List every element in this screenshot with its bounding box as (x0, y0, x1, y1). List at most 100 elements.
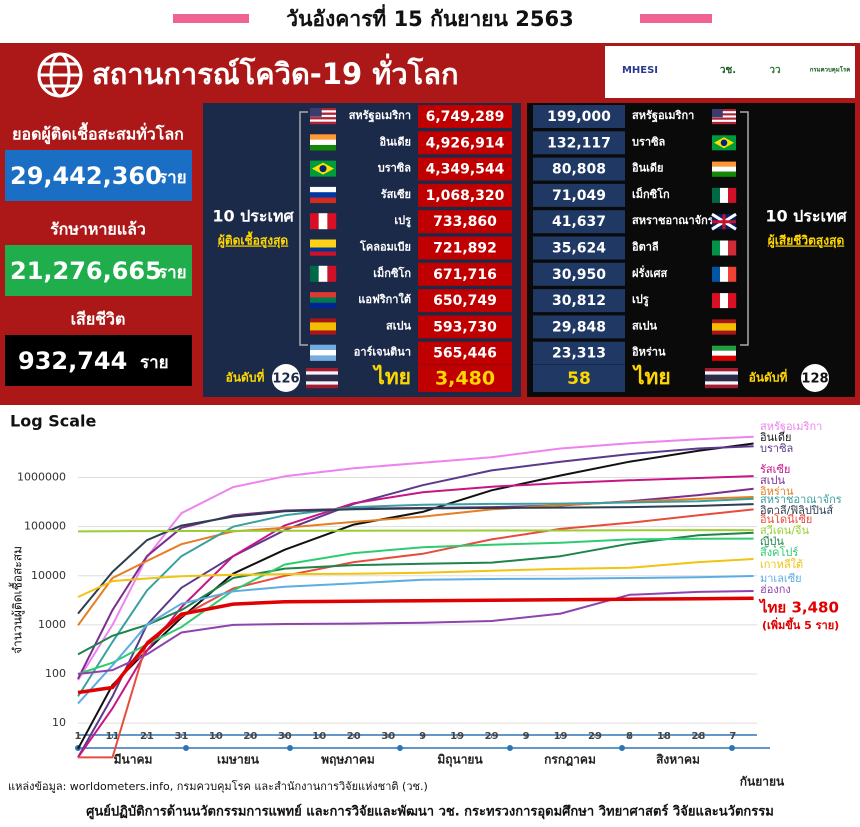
chart-area (0, 405, 860, 800)
thai-name: ไทย (632, 364, 671, 389)
y-tick-label: 10000 (31, 569, 66, 582)
country-name: เม็กซิโก (632, 187, 670, 201)
header-bar (640, 14, 712, 23)
flag (310, 119, 336, 122)
flag (712, 330, 736, 335)
value-box (418, 262, 512, 286)
series-label: สหรัฐอเมริกา (760, 420, 822, 433)
series-line (77, 575, 754, 705)
flag (310, 302, 336, 309)
flag (705, 371, 738, 375)
flag (728, 266, 737, 282)
rank: 128 (801, 372, 828, 387)
y-tick-label: 100000 (24, 520, 66, 533)
flag (319, 165, 327, 173)
x-tick-label: 21 (140, 731, 154, 742)
flag (310, 110, 336, 113)
rank-label: อันดับที่ (226, 369, 265, 385)
flag (310, 292, 336, 298)
series-label: ไทย 3,480 (758, 598, 839, 617)
stat-unit: ราย (158, 168, 187, 188)
flag (310, 192, 336, 198)
flag (720, 187, 729, 203)
flag (712, 161, 736, 167)
stat-value: 932,744 (18, 347, 127, 375)
month-dot (183, 745, 189, 751)
country-name: อิตาลี (632, 241, 659, 254)
value-box (418, 315, 512, 339)
series-label: ญี่ปุ่น (760, 533, 784, 548)
country-name: เปรู (394, 214, 411, 228)
flag (310, 318, 336, 323)
stat-label: ยอดผู้ติดเชื้อสะสมทั่วโลก (12, 122, 184, 146)
x-tick-label: 20 (347, 731, 361, 742)
month-dot (507, 745, 513, 751)
series-label: อิหร่าน (760, 485, 794, 498)
credit: ศูนย์ปฏิบัติการด้านนวัตกรรมการแพทย์ และก… (86, 804, 774, 820)
x-tick-label: 29 (485, 731, 499, 742)
flag (712, 214, 736, 230)
death-value: 29,848 (552, 319, 606, 335)
flag (310, 134, 336, 140)
month-dot (397, 745, 403, 751)
country-name: ฝรั่งเศส (632, 265, 667, 280)
y-tick-label: 10 (52, 716, 66, 729)
flag (310, 117, 336, 120)
series-label: บราซิล (760, 442, 793, 455)
bracket (299, 111, 308, 346)
country-name: สเปน (386, 319, 411, 332)
death-value: 30,950 (552, 267, 606, 283)
table-heading: 10 ประเทศ (765, 207, 847, 226)
globe-icon (37, 52, 83, 98)
death-value: 132,117 (547, 135, 611, 151)
country-name: โคลอมเบีย (359, 240, 411, 254)
x-tick-label: 10 (312, 731, 326, 742)
value-box (533, 289, 625, 313)
death-value: 23,313 (552, 346, 606, 362)
series-label: อิตาลี/ฟิลิปปินส์ (760, 504, 834, 517)
flag (310, 322, 336, 327)
y-axis-label: จำนวนผู้ติดเชื้อสะสม (9, 546, 26, 654)
flag (310, 108, 336, 111)
table-heading: 10 ประเทศ (212, 207, 294, 226)
flag (310, 344, 336, 351)
country-name: รัสเซีย (381, 188, 411, 201)
series-label: อินโดนีเซีย (760, 512, 813, 526)
thai-value: 58 (567, 369, 591, 389)
table-subheading: ผู้ติดเชื้อสูงสุด (218, 231, 289, 249)
x-tick-label: 7 (729, 731, 736, 742)
series-line (77, 590, 754, 675)
country-name: สหราชอาณาจักร (632, 214, 714, 227)
value-box (533, 131, 625, 155)
series-line (77, 503, 754, 615)
flag (728, 187, 737, 203)
flag (310, 243, 336, 248)
source: แหล่งข้อมูล: worldometers.info, กรมควบคุ… (8, 779, 428, 793)
country-name: อิหร่าน (632, 346, 666, 359)
flag (712, 323, 736, 328)
flag (712, 345, 736, 351)
x-tick-label: 1 (75, 731, 82, 742)
stat-box (5, 150, 192, 201)
month-label: มิถุนายน (437, 753, 483, 768)
value-box (418, 105, 512, 128)
rank-label: อันดับที่ (749, 369, 788, 385)
flag (705, 378, 738, 382)
death-value: 199,000 (547, 109, 611, 125)
series-label: สิงคโปร์ (760, 545, 799, 559)
value-box (533, 210, 625, 234)
country-name: เม็กซิโก (373, 266, 411, 280)
flag (310, 121, 336, 125)
flag (712, 187, 721, 203)
flag (712, 350, 736, 356)
flag (310, 186, 336, 193)
value-box (418, 365, 512, 392)
month-label: กันยายน (740, 775, 785, 789)
thai-value: 3,480 (435, 368, 495, 390)
death-value: 71,049 (552, 188, 606, 204)
series-line (77, 558, 754, 598)
x-tick-label: 28 (691, 731, 705, 742)
value-box (418, 236, 512, 260)
infected-value: 6,749,289 (426, 109, 505, 125)
